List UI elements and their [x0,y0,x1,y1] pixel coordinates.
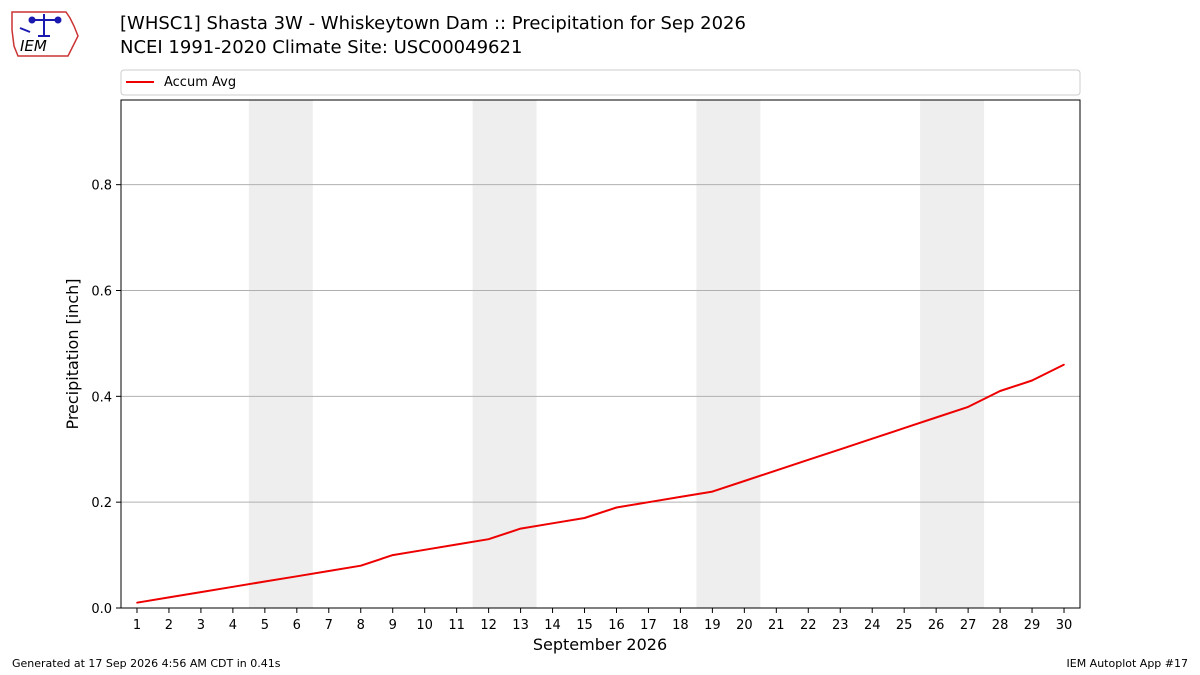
x-tick-label: 7 [325,618,333,633]
x-tick-label: 22 [800,618,817,633]
data-point [647,501,650,503]
x-tick-label: 5 [261,618,269,633]
logo-text: IEM [20,37,47,55]
data-point [679,496,682,498]
autoplot-app-label: IEM Autoplot App #17 [1066,657,1189,670]
y-tick-label: 0.2 [91,496,112,511]
y-tick-label: 0.4 [91,390,112,405]
x-tick-label: 21 [768,618,785,633]
generated-timestamp: Generated at 17 Sep 2026 4:56 AM CDT in … [12,657,281,670]
x-tick-label: 13 [512,618,529,633]
chart-title: [WHSC1] Shasta 3W - Whiskeytown Dam :: P… [120,13,746,34]
data-point [359,564,362,567]
data-point [711,490,714,493]
data-point [136,601,138,604]
data-point [551,522,554,525]
data-point [903,427,905,429]
x-tick-label: 6 [293,618,301,633]
data-point [999,390,1001,392]
data-point [1063,363,1065,366]
x-tick-label: 24 [864,618,881,633]
data-point [1031,379,1033,382]
data-point [807,459,810,461]
x-tick-label: 30 [1056,618,1073,633]
data-point [743,480,746,482]
plot-area [120,99,1081,609]
grid-lines [121,184,1080,503]
x-axis-label: September 2026 [533,635,667,654]
y-tick-label: 0.8 [91,179,112,194]
x-tick-label: 1 [133,618,141,633]
x-tick-label: 18 [672,618,689,633]
data-point [519,527,522,530]
data-point [839,448,842,451]
x-tick-label: 11 [448,618,465,633]
x-tick-label: 9 [389,618,397,633]
data-point [615,506,618,509]
data-point [168,596,170,599]
data-point [423,548,426,551]
x-tick-label: 12 [480,618,497,633]
chart-subtitle: NCEI 1991-2020 Climate Site: USC00049621 [120,37,523,58]
x-tick-label: 26 [928,618,945,633]
x-tick-label: 3 [197,618,205,633]
data-point [200,591,202,593]
data-point [327,570,330,572]
x-tick-label: 14 [544,618,561,633]
data-point [391,554,394,556]
data-point [775,469,778,472]
y-axis: 0.0 0.2 0.4 0.6 0.8 [91,179,121,617]
data-point [296,575,298,578]
legend-label: Accum Avg [164,75,236,90]
weekend-shading [248,100,985,608]
x-tick-label: 25 [896,618,913,633]
x-tick-label: 15 [576,618,593,633]
data-point [935,416,937,419]
data-point [455,543,458,546]
x-tick-label: 16 [608,618,625,633]
y-tick-label: 0.6 [91,285,112,300]
data-point [967,406,969,408]
data-point [232,586,234,588]
x-tick-label: 19 [704,618,721,633]
data-point [487,538,490,541]
data-point [871,437,874,440]
legend: Accum Avg [120,69,1081,96]
x-tick-label: 27 [960,618,977,633]
y-axis-label: Precipitation [inch] [63,278,82,429]
x-tick-label: 4 [229,618,237,633]
iem-logo: IEM [8,6,82,58]
x-tick-label: 29 [1024,618,1041,633]
data-point [264,580,266,583]
x-tick-label: 2 [165,618,173,633]
y-tick-label: 0.0 [91,602,112,617]
data-point [583,517,586,519]
x-tick-label: 10 [416,618,433,633]
weekend-shade [472,100,537,608]
x-tick-label: 23 [832,618,849,633]
weekend-shade [920,100,985,608]
x-tick-label: 28 [992,618,1009,633]
weather-station-icon [19,14,62,37]
iowa-outline-icon [11,11,79,57]
x-tick-label: 20 [736,618,753,633]
series-layer [136,363,1065,604]
x-tick-label: 8 [357,618,365,633]
x-tick-label: 17 [640,618,657,633]
x-axis: 1 2 3 4 5 6 7 8 9 10 11 12 13 14 15 16 17 18 19 20 21 22 23 24 2… [133,608,1072,633]
series-line-accum-avg [136,363,1065,604]
weekend-shade [696,100,761,608]
weekend-shade [248,100,313,608]
